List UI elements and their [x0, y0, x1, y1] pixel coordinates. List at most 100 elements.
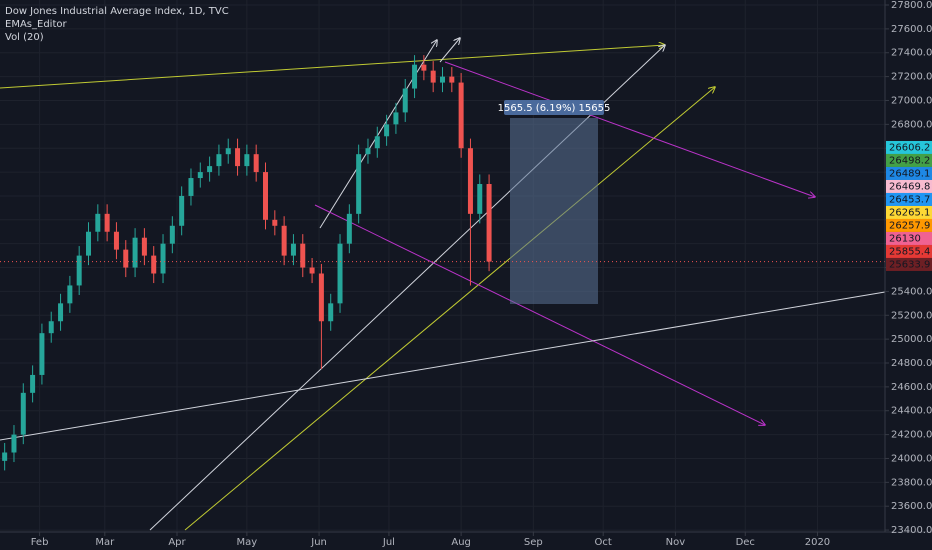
- candle-body: [440, 76, 445, 83]
- candle-body: [20, 392, 26, 435]
- price-label-bg: [886, 205, 932, 219]
- price-label-bg: [886, 231, 932, 245]
- y-tick-label: 23600.00: [891, 501, 932, 512]
- y-tick-label: 24000.00: [891, 453, 932, 464]
- measure-label: 1565.5 (6.19%) 15655: [498, 103, 611, 114]
- candle-body: [328, 303, 334, 322]
- price-label-bg: [886, 179, 932, 193]
- y-tick-label: 27400.00: [891, 48, 932, 59]
- price-label-bg: [886, 166, 932, 180]
- price-label: 25633.9: [889, 259, 930, 270]
- candle-body: [300, 243, 306, 268]
- x-tick-label: Jul: [382, 537, 395, 548]
- candle-body: [39, 333, 45, 375]
- trendline: [319, 40, 437, 229]
- candle-body: [309, 267, 315, 274]
- candle-body: [197, 172, 203, 179]
- candle-body: [151, 255, 157, 274]
- price-label-bg: [886, 257, 932, 271]
- candle-body: [346, 213, 352, 244]
- y-tick-label: 23400.00: [891, 525, 932, 536]
- candle-body: [272, 219, 278, 226]
- candle-body: [337, 243, 343, 304]
- trendline: [0, 291, 886, 441]
- candle-body: [365, 148, 371, 155]
- trendline: [0, 45, 665, 89]
- candles: [0, 55, 885, 471]
- indicator-label: Vol (20): [5, 32, 44, 43]
- price-axis: [885, 0, 932, 550]
- candle-body: [30, 374, 36, 393]
- candle-body: [290, 243, 296, 256]
- price-label: 26469.8: [889, 181, 930, 192]
- candle-body: [374, 136, 380, 149]
- candle-body: [225, 148, 231, 155]
- grid: [0, 0, 885, 532]
- x-tick-label: Aug: [451, 537, 471, 548]
- candle-body: [67, 285, 73, 304]
- candle-body: [58, 303, 64, 322]
- candle-body: [216, 154, 222, 167]
- candle-body: [477, 184, 483, 214]
- measure-label-bg: [504, 100, 604, 115]
- candle-body: [430, 70, 436, 83]
- price-label: 26130: [889, 233, 921, 244]
- y-tick-label: 24600.00: [891, 382, 932, 393]
- candle-body: [113, 231, 119, 250]
- y-tick-label: 25400.00: [891, 286, 932, 297]
- candle-body: [421, 64, 427, 71]
- price-label: 26257.9: [889, 220, 930, 231]
- x-tick-label: Jun: [310, 537, 327, 548]
- indicator-label: EMAs_Editor: [5, 19, 67, 30]
- drawings: [0, 38, 886, 531]
- trendline: [444, 61, 815, 197]
- y-tick-label: 27200.00: [891, 72, 932, 83]
- candle-body: [458, 82, 464, 149]
- candle-body: [393, 112, 399, 125]
- candle-body: [253, 154, 259, 173]
- candle-body: [356, 154, 362, 214]
- y-tick-label: 27000.00: [891, 95, 932, 106]
- y-tick-label: 23800.00: [891, 477, 932, 488]
- candle-body: [169, 225, 175, 244]
- candle-body: [11, 434, 17, 453]
- y-tick-label: 27800.00: [891, 0, 932, 11]
- candle-body: [235, 148, 241, 167]
- y-tick-label: 24400.00: [891, 406, 932, 417]
- candle-body: [412, 64, 418, 89]
- candle-body: [95, 213, 101, 232]
- x-tick-label: Feb: [31, 537, 49, 548]
- y-tick-label: 24800.00: [891, 358, 932, 369]
- candle-body: [141, 237, 147, 256]
- y-tick-label: 24200.00: [891, 430, 932, 441]
- candle-body: [384, 124, 390, 137]
- x-tick-label: 2020: [805, 537, 830, 548]
- price-label-bg: [886, 218, 932, 232]
- price-label-bg: [886, 153, 932, 167]
- trendline: [439, 38, 460, 63]
- candle-body: [188, 178, 194, 196]
- y-tick-label: 25200.00: [891, 310, 932, 321]
- price-label-bg: [886, 140, 932, 154]
- price-label: 25855.4: [889, 246, 930, 257]
- candle-body: [486, 184, 492, 262]
- x-tick-label: May: [237, 537, 258, 548]
- price-label: 26489.1: [889, 168, 930, 179]
- axes: 23400.00 23600.00 23800.00 24000.00 24200.00…: [31, 0, 932, 548]
- candle-body: [263, 172, 268, 220]
- candle-body: [104, 213, 110, 232]
- trendline: [314, 204, 765, 425]
- price-label: 26498.2: [889, 155, 930, 166]
- candle-body: [132, 237, 138, 268]
- candle-body: [402, 88, 408, 113]
- price-label: 26265.1: [889, 207, 930, 218]
- y-tick-label: 26800.00: [891, 119, 932, 130]
- candle-body: [86, 231, 91, 256]
- candle-body: [160, 243, 166, 274]
- x-tick-label: Nov: [666, 537, 686, 548]
- candle-body: [449, 76, 455, 83]
- x-tick-label: Apr: [168, 537, 186, 548]
